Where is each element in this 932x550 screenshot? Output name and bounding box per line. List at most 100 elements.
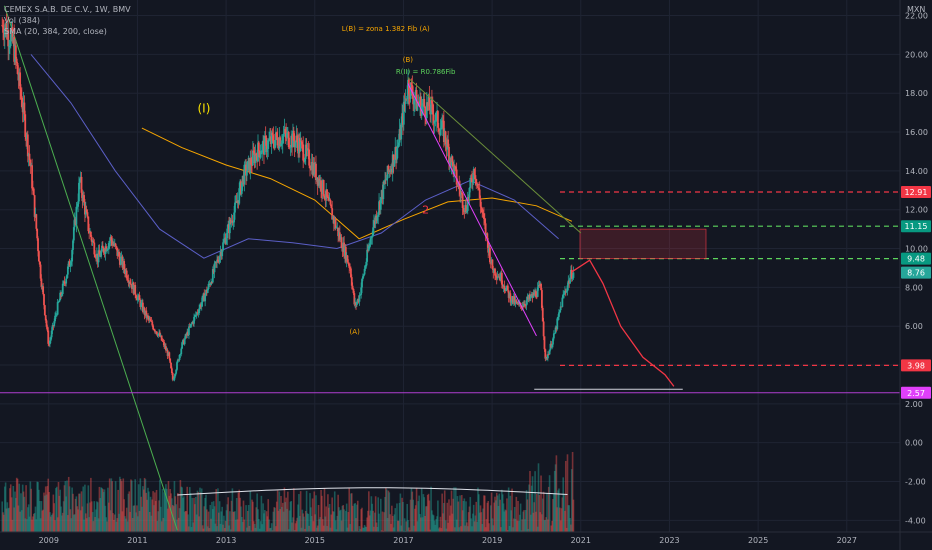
- candle-body: [9, 34, 12, 47]
- volume-bar: [200, 488, 203, 532]
- volume-bar: [42, 509, 44, 532]
- volume-bar: [193, 497, 195, 532]
- candle-body: [264, 135, 267, 138]
- volume-bar: [29, 481, 32, 532]
- volume-bar: [316, 525, 319, 532]
- volume-bar: [167, 481, 170, 532]
- volume-bar: [455, 519, 458, 532]
- volume-bar: [481, 524, 484, 532]
- volume-bar: [534, 471, 536, 532]
- y-tick-label: 20.00: [905, 50, 928, 59]
- volume-indicator-label[interactable]: Vol (384): [4, 16, 41, 25]
- volume-bar: [520, 530, 523, 532]
- volume-bar: [327, 494, 329, 532]
- candle-body: [510, 301, 513, 303]
- candle-body: [72, 227, 75, 241]
- candle-body: [424, 106, 427, 117]
- volume-bar: [279, 509, 281, 532]
- symbol-title[interactable]: CEMEX S.A.B. DE C.V., 1W, BMV: [4, 5, 131, 14]
- sma-indicator-label[interactable]: SMA (20, 384, 200, close): [4, 27, 107, 36]
- candle-body: [453, 165, 455, 175]
- volume-bar: [345, 510, 347, 532]
- volume-bar: [257, 509, 259, 532]
- candle-body: [484, 223, 487, 236]
- volume-bar: [544, 519, 547, 532]
- volume-bar: [374, 512, 376, 532]
- candle-body: [129, 282, 132, 284]
- candle-body: [434, 120, 437, 122]
- candle-body: [222, 240, 225, 243]
- volume-bar: [249, 491, 252, 532]
- candle-body: [169, 358, 172, 363]
- volume-bar: [270, 523, 273, 532]
- candle-body: [289, 147, 292, 148]
- volume-bar: [84, 484, 86, 532]
- volume-bar: [306, 513, 309, 532]
- volume-bar: [162, 517, 165, 532]
- candle-body: [370, 237, 373, 239]
- volume-bar: [213, 506, 216, 532]
- volume-bar: [289, 501, 292, 532]
- volume-bar: [273, 507, 275, 532]
- volume-bar: [352, 530, 355, 532]
- candle-body: [217, 259, 219, 262]
- candle-body: [36, 228, 39, 239]
- candle-body: [402, 101, 405, 125]
- price-label-text: 9.48: [907, 255, 925, 264]
- candle-body: [352, 288, 355, 294]
- candle-body: [232, 222, 235, 224]
- volume-bar: [413, 525, 415, 532]
- volume-bar: [43, 492, 45, 532]
- candle-body: [540, 283, 542, 291]
- volume-bar: [444, 520, 447, 532]
- volume-bar: [37, 482, 39, 532]
- volume-bar: [431, 510, 433, 532]
- volume-bar: [125, 518, 127, 532]
- volume-bar: [61, 515, 63, 532]
- volume-bar: [150, 515, 153, 532]
- volume-bar: [391, 516, 394, 532]
- volume-bar: [556, 507, 559, 532]
- candle-body: [393, 160, 396, 167]
- volume-bar: [517, 501, 519, 532]
- volume-bar: [378, 513, 380, 532]
- candle-body: [257, 142, 259, 162]
- volume-bar: [261, 524, 264, 532]
- volume-bar: [399, 493, 402, 532]
- volume-bar: [427, 493, 430, 532]
- candle-body: [436, 111, 439, 128]
- volume-bar: [131, 518, 134, 532]
- candle-body: [299, 141, 302, 151]
- volume-bar: [364, 526, 367, 532]
- candle-body: [421, 103, 424, 106]
- volume-bar: [171, 505, 174, 532]
- volume-bar: [528, 484, 530, 532]
- candle-body: [396, 148, 398, 160]
- candle-body: [145, 310, 148, 319]
- volume-bar: [397, 520, 400, 532]
- volume-bar: [317, 504, 320, 532]
- volume-bar: [160, 521, 163, 532]
- price-labels: 12.91 11.15 9.48 8.76 3.98 2.57: [901, 186, 931, 399]
- candle-body: [11, 27, 14, 42]
- candle-body: [423, 98, 426, 107]
- volume-bar: [159, 506, 162, 532]
- volume-bar: [547, 519, 549, 532]
- candle-body: [3, 28, 6, 38]
- volume-bar: [272, 511, 275, 532]
- volume-bar: [63, 485, 66, 532]
- candle-body: [275, 132, 278, 138]
- volume-bar: [15, 477, 18, 532]
- volume-bar: [310, 516, 313, 532]
- volume-bar: [232, 511, 235, 532]
- candle-body: [400, 122, 403, 140]
- volume-bar: [478, 512, 481, 532]
- volume-bar: [82, 486, 85, 532]
- volume-bar: [429, 529, 432, 532]
- volume-bar: [414, 505, 417, 532]
- volume-bar: [525, 490, 528, 532]
- volume-bar: [489, 530, 491, 532]
- candle-body: [303, 158, 306, 162]
- volume-bar: [360, 509, 362, 532]
